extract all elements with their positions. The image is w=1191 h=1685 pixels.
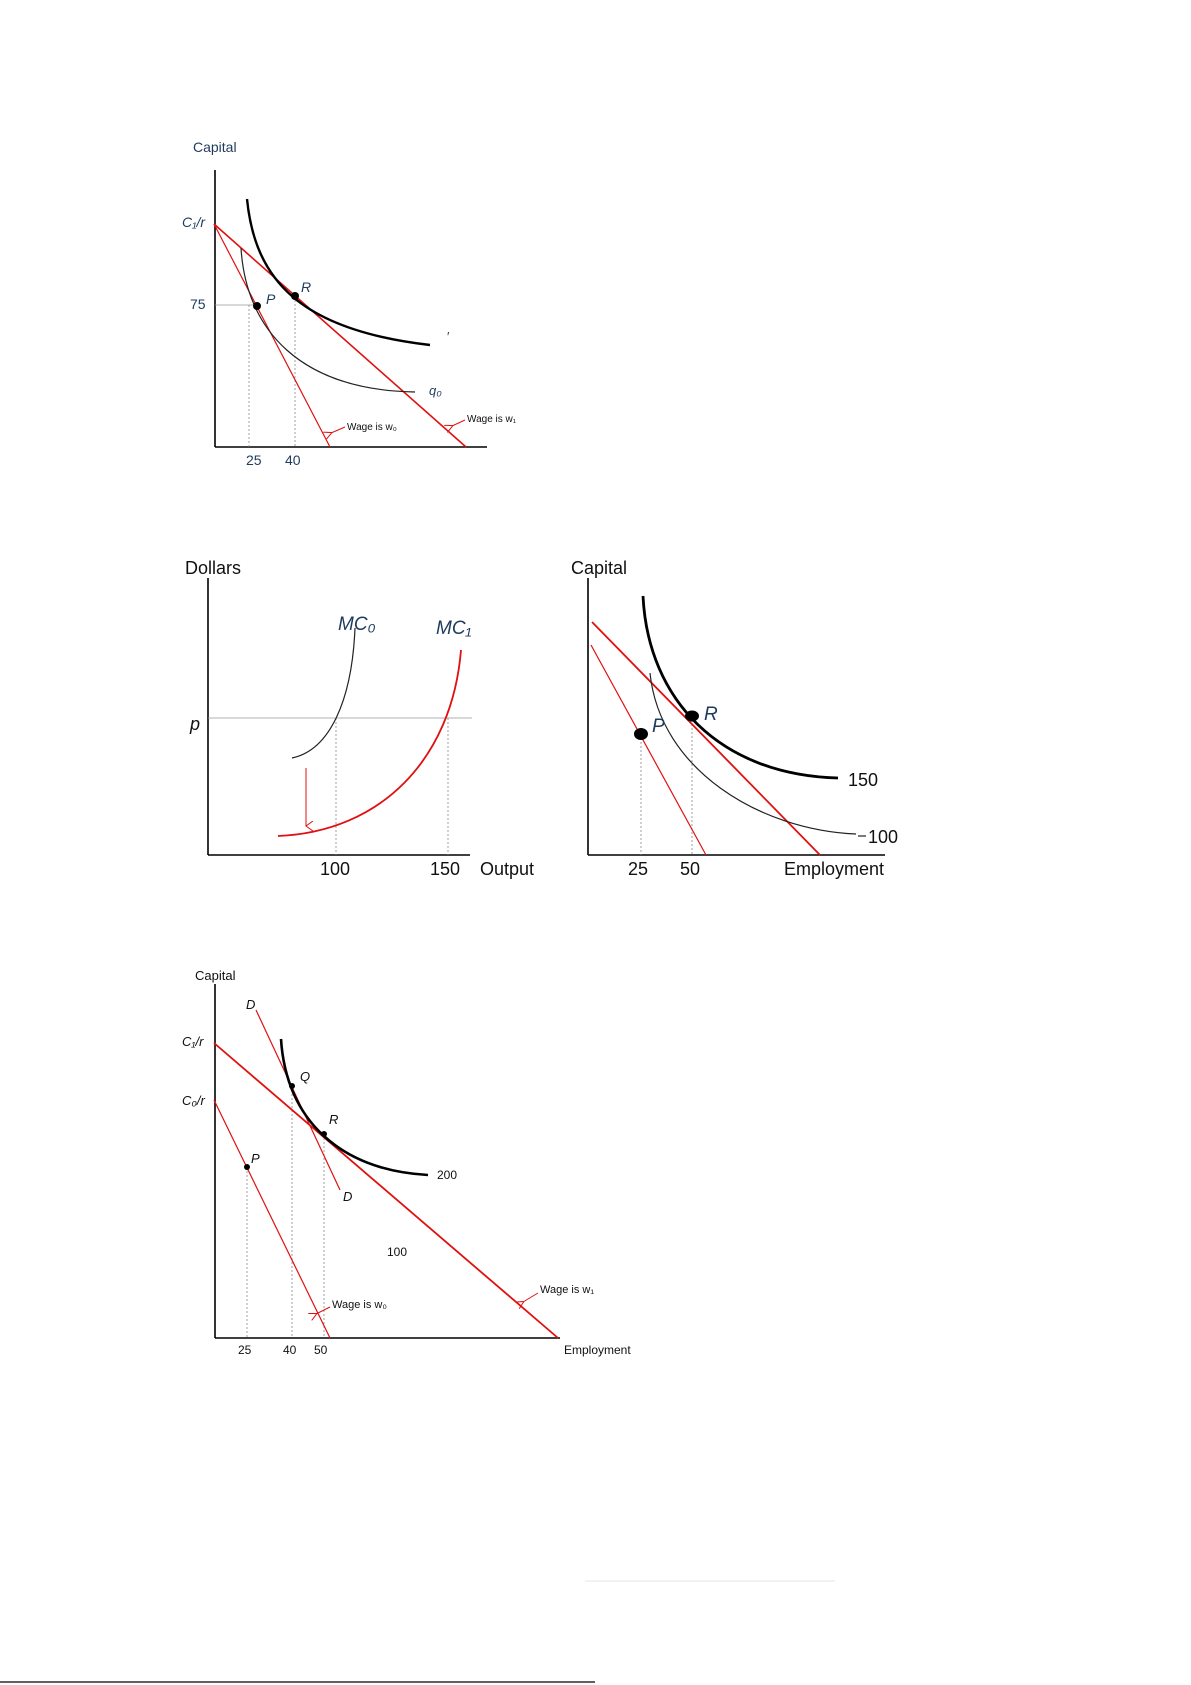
diagram-1: Capital C₁/r 75 25 40 P R q₀ ′ Wage is w…: [182, 139, 517, 468]
diagram1-x-tick-40: 40: [285, 452, 301, 468]
diagram3-x-tick-50: 50: [314, 1343, 328, 1357]
diagram3-isoquant-200: [279, 1038, 429, 1177]
diagram2b-point-p: [634, 728, 648, 740]
diagram3-y-axis-label: Capital: [195, 968, 236, 983]
diagram1-wage1-arrow: [452, 419, 466, 426]
diagram3-isoquant-100-label: 100: [387, 1245, 407, 1259]
diagram2b-isoquant-100: [649, 672, 857, 835]
diagram1-isoquant-high: [245, 198, 431, 347]
diagram3-label-d-bottom: D: [343, 1189, 352, 1204]
diagram1-y-axis-label: Capital: [193, 139, 237, 155]
diagram2a-x-tick-150: 150: [430, 859, 460, 879]
diagram3-wage0-line: [213, 1099, 331, 1339]
diagram2a-mc1-label: MC₁: [436, 618, 472, 639]
diagram2b-isoquant-150: [641, 595, 839, 780]
diagram3-wage0-arrow: [316, 1306, 331, 1314]
diagram3-intercept0: C₀/r: [182, 1093, 205, 1108]
diagram2b-wage0-line: [590, 644, 707, 856]
diagram2a-price-label: p: [189, 714, 200, 734]
diagram1-intercept-label: C₁/r: [182, 214, 206, 230]
diagram-2b: Capital P R 150 100 25 50 Employment: [571, 558, 898, 879]
diagram3-label-p: P: [251, 1151, 260, 1166]
diagram2b-y-axis-label: Capital: [571, 558, 627, 578]
diagram1-wage0-line: [213, 223, 331, 448]
diagram2b-label-r: R: [704, 704, 718, 725]
diagram1-y-tick-75: 75: [190, 296, 206, 312]
diagram2a-x-axis-label: Output: [480, 859, 534, 879]
diagram2b-wage1-line: [591, 621, 821, 856]
page-footer: [0, 1580, 835, 1683]
diagram3-label-r: R: [329, 1112, 338, 1127]
diagram2a-mc0-curve: [291, 627, 356, 759]
diagram2a-y-axis-label: Dollars: [185, 558, 241, 578]
diagram3-wage1-line: [213, 1042, 559, 1339]
diagram1-wage0-label: Wage is w₀: [347, 422, 397, 433]
diagram2b-x-tick-50: 50: [680, 859, 700, 879]
diagram1-point-p: [253, 302, 261, 310]
diagram2b-point-r: [685, 710, 699, 722]
diagram2a-mc0-label: MC₀: [338, 614, 376, 635]
diagram1-stray-mark: ′: [447, 329, 450, 344]
diagram1-point-r: [291, 292, 299, 300]
diagram1-label-q0: q₀: [429, 383, 442, 398]
diagram3-label-d-top: D: [246, 997, 255, 1012]
diagram3-wage1-arrow: [523, 1292, 539, 1302]
diagram3-dd-line: [255, 1009, 341, 1191]
diagram2b-x-tick-25: 25: [628, 859, 648, 879]
diagram1-label-r: R: [301, 279, 311, 295]
diagram2b-isoquant-150-label: 150: [848, 770, 878, 790]
diagram3-wage1-label: Wage is w₁: [540, 1284, 594, 1296]
diagram1-wage1-line: [213, 223, 467, 448]
diagram1-isoquant-q0: [240, 247, 416, 393]
diagram2a-x-tick-100: 100: [320, 859, 350, 879]
diagram-3: Capital C₁/r C₀/r D D Q R P 200 100 Wage…: [182, 968, 631, 1357]
diagram3-point-q: [289, 1083, 295, 1089]
diagram2b-label-p: P: [652, 716, 665, 737]
diagram3-isoquant-200-label: 200: [437, 1168, 457, 1182]
diagram2b-x-axis-label: Employment: [784, 859, 884, 879]
diagram1-wage0-arrow: [331, 426, 346, 433]
diagram1-wage1-label: Wage is w₁: [467, 414, 517, 425]
diagram3-x-axis-label: Employment: [564, 1343, 631, 1357]
diagram3-intercept1: C₁/r: [182, 1034, 204, 1049]
diagram3-x-tick-25: 25: [238, 1343, 252, 1357]
diagram2a-mc1-curve: [277, 649, 462, 837]
diagram3-label-q: Q: [300, 1069, 310, 1084]
diagram1-label-p: P: [266, 291, 276, 307]
diagram2b-isoquant-100-label: 100: [868, 827, 898, 847]
diagram-2a: Dollars p MC₀ MC₁ 100 150 Output: [185, 558, 534, 879]
diagram3-point-p: [244, 1164, 250, 1170]
diagram3-wage0-label: Wage is w₀: [332, 1299, 387, 1311]
diagram3-x-tick-40: 40: [283, 1343, 297, 1357]
diagram1-x-tick-25: 25: [246, 452, 262, 468]
diagram3-point-r: [321, 1131, 327, 1137]
